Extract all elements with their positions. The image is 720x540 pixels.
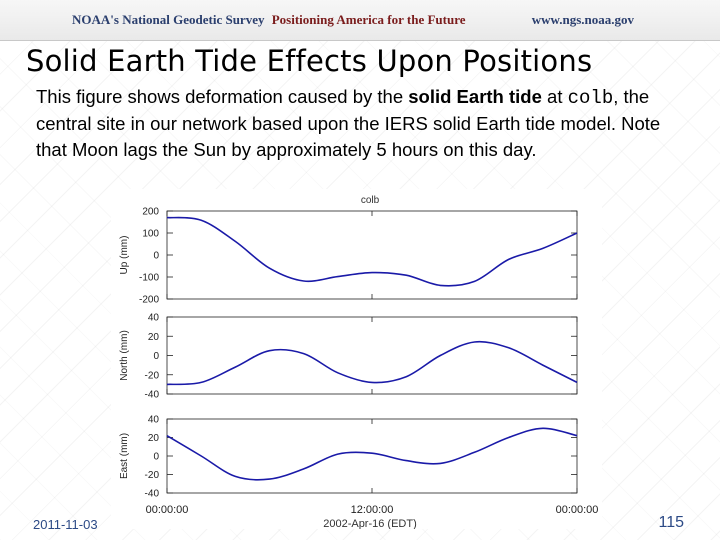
y-tick-label: -20 xyxy=(145,370,160,381)
y-tick-label: 40 xyxy=(148,313,160,324)
y-tick-label: -40 xyxy=(145,489,160,500)
footer-date: 2011-11-03 xyxy=(33,517,98,532)
y-axis-label: East (mm) xyxy=(119,433,130,479)
banner-tagline: Positioning America for the Future xyxy=(271,12,466,27)
header-banner: NOAA's National Geodetic Survey Position… xyxy=(0,0,720,41)
y-tick-label: -40 xyxy=(145,390,160,401)
y-tick-label: 20 xyxy=(148,433,160,444)
y-tick-label: 0 xyxy=(153,452,159,463)
y-tick-label: 40 xyxy=(148,415,160,426)
description-text-3: , the central site in our network based … xyxy=(36,86,661,160)
y-tick-label: -20 xyxy=(145,470,160,481)
y-tick-label: 100 xyxy=(142,229,159,240)
banner-organization: NOAA's National Geodetic Survey Position… xyxy=(72,12,466,28)
y-tick-label: 20 xyxy=(148,332,160,343)
y-tick-label: 200 xyxy=(142,207,159,218)
slide-title: Solid Earth Tide Effects Upon Positions xyxy=(26,44,593,78)
description-site-code: colb xyxy=(567,87,614,109)
series-line xyxy=(166,340,578,386)
y-axis-label: Up (mm) xyxy=(119,236,130,275)
banner-url: www.ngs.noaa.gov xyxy=(531,12,634,27)
slide-description: This figure shows deformation caused by … xyxy=(36,84,686,163)
x-tick-label: 12:00:00 xyxy=(351,504,394,516)
series-line xyxy=(166,216,578,287)
y-tick-label: -200 xyxy=(139,295,159,306)
description-text-2: at xyxy=(541,86,568,107)
chart-background xyxy=(111,189,602,529)
y-tick-label: 0 xyxy=(153,351,159,362)
description-text-1: This figure shows deformation caused by … xyxy=(36,86,409,107)
x-tick-label: 00:00:00 xyxy=(556,504,599,516)
series-line xyxy=(166,427,578,481)
y-tick-label: -100 xyxy=(139,273,159,284)
chart-title: colb xyxy=(361,195,380,206)
banner-org-name: NOAA's National Geodetic Survey xyxy=(72,12,265,27)
description-bold-term: solid Earth tide xyxy=(408,86,542,107)
chart-panel-2: 40 20 0 -20 -40 North (mm) xyxy=(119,313,578,401)
y-axis-label: North (mm) xyxy=(119,330,130,381)
chart-panel-1: 200 100 0 -100 -200 Up (mm) xyxy=(119,207,578,306)
y-tick-label: 0 xyxy=(153,251,159,262)
chart-xlabel: 2002-Apr-16 (EDT) xyxy=(323,518,417,529)
x-tick-label: 00:00:00 xyxy=(146,504,189,516)
page-number: 115 xyxy=(658,514,684,531)
chart-panel-3: 40 20 0 -20 -40 East (mm) xyxy=(119,415,578,500)
